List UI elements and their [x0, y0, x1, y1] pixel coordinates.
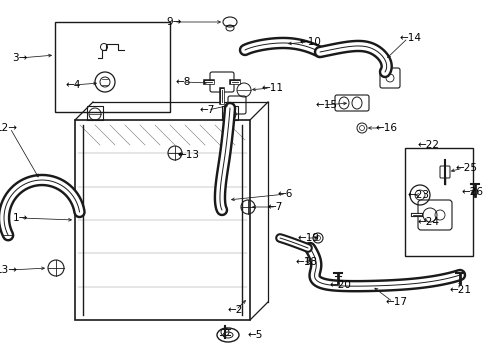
- Text: ←7: ←7: [200, 105, 215, 115]
- Ellipse shape: [379, 69, 389, 75]
- Text: ←2: ←2: [227, 305, 243, 315]
- Ellipse shape: [3, 233, 13, 238]
- Text: 3→: 3→: [13, 53, 28, 63]
- Text: ←4: ←4: [65, 80, 80, 90]
- Text: ←16: ←16: [374, 123, 396, 133]
- Text: ←25: ←25: [454, 163, 476, 173]
- Bar: [87, 106, 103, 120]
- Text: 12→: 12→: [0, 123, 18, 133]
- Text: ←26: ←26: [461, 187, 483, 197]
- Text: ←15: ←15: [314, 100, 336, 110]
- Text: ←6: ←6: [278, 189, 293, 199]
- Text: ←7: ←7: [267, 202, 283, 212]
- Text: 1→: 1→: [13, 213, 28, 223]
- Text: ←18: ←18: [294, 257, 316, 267]
- Text: ←5: ←5: [247, 330, 263, 340]
- Bar: [55, 22, 170, 112]
- Text: ←17: ←17: [384, 297, 406, 307]
- Text: ←13: ←13: [178, 150, 200, 160]
- Text: ←23: ←23: [407, 190, 429, 200]
- Ellipse shape: [316, 47, 323, 57]
- Text: ←24: ←24: [417, 217, 439, 227]
- Text: ←22: ←22: [417, 140, 439, 150]
- Text: ←10: ←10: [299, 37, 321, 47]
- Text: ←19: ←19: [297, 233, 319, 243]
- Bar: [222, 106, 238, 120]
- Text: ←20: ←20: [329, 280, 351, 290]
- Text: ←8: ←8: [175, 77, 190, 87]
- Text: 9→: 9→: [166, 17, 182, 27]
- Text: ←21: ←21: [449, 285, 471, 295]
- Text: ←11: ←11: [262, 83, 284, 93]
- Bar: [75, 120, 249, 320]
- Text: ←14: ←14: [399, 33, 421, 43]
- Text: 13→: 13→: [0, 265, 18, 275]
- Bar: [404, 148, 472, 256]
